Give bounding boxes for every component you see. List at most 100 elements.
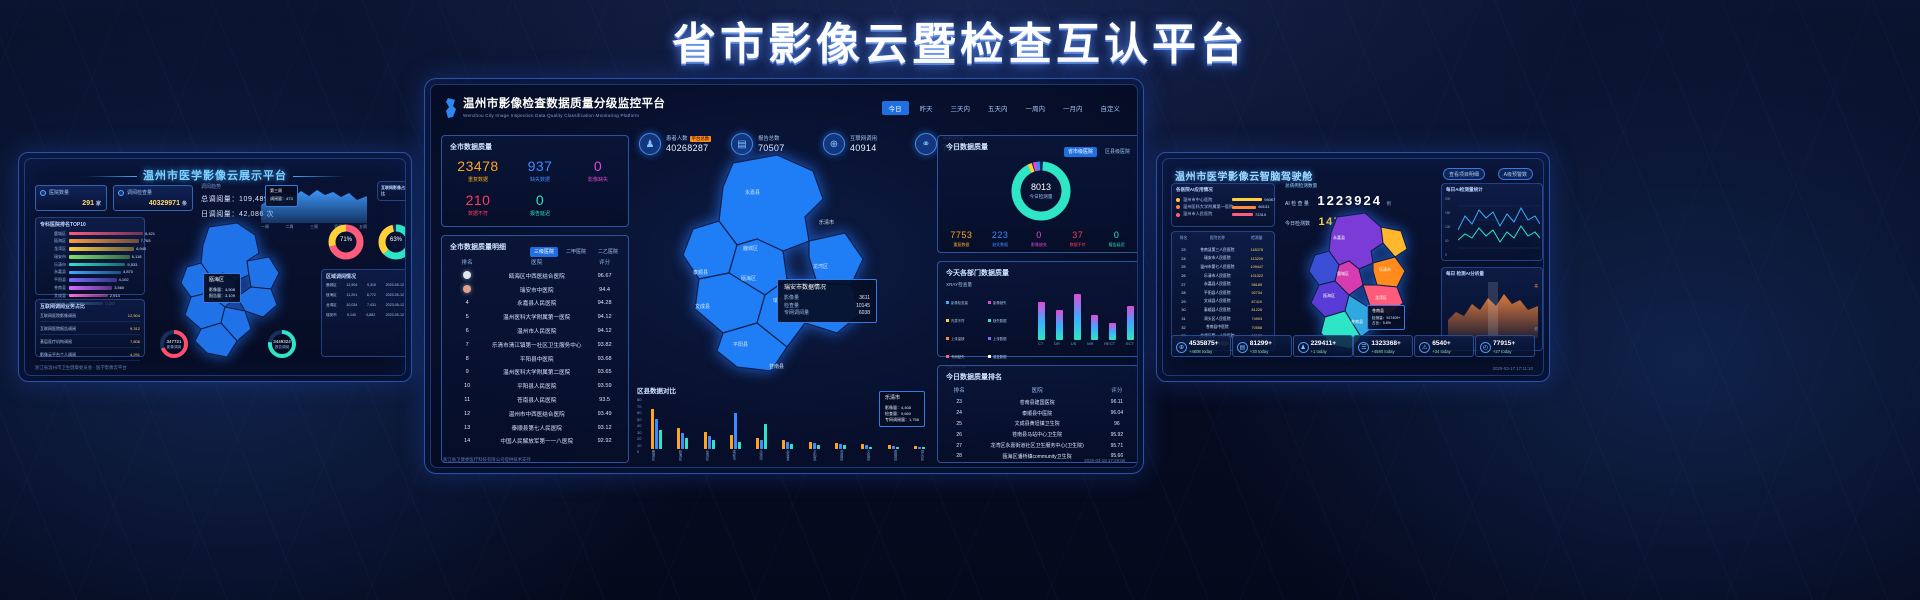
bar bbox=[865, 445, 869, 449]
bar-label: 苍南县 bbox=[54, 284, 66, 290]
today-stat-2: 0 影像缺失 bbox=[1020, 230, 1059, 248]
detail-tab-2[interactable]: 二乙医院 bbox=[597, 249, 618, 255]
cell: 12,504 bbox=[346, 283, 358, 287]
table-row[interactable]: 7 乐清市清江镇第一社区卫生服务中心 93.82 bbox=[448, 338, 622, 352]
table-row[interactable]: 13 泰顺县第七人民医院 93.12 bbox=[448, 421, 622, 435]
table-row[interactable]: 25 温州市第七人民医院 109447 bbox=[1176, 263, 1270, 272]
col-header: 医院 bbox=[1031, 388, 1043, 394]
detail-tab-0[interactable]: 三级医院 bbox=[529, 246, 558, 257]
center-map[interactable]: 永嘉县 乐清市 鹿城区 龙湾区 瓯海区 文成县 瑞安市 平阳县 苍南县 泰顺县 … bbox=[637, 145, 927, 395]
tab-1[interactable]: 昨天 bbox=[919, 106, 933, 113]
tab-0[interactable]: 今日 bbox=[881, 101, 909, 115]
table-row[interactable]: 14 中国人民解放军第一一八医院 92.92 bbox=[448, 435, 622, 449]
center-header: 温州市影像检查数据质量分级监控平台 Wenzhou City Image Ins… bbox=[463, 95, 665, 118]
table-row[interactable]: 27 龙湾区永嘉街道社区卫生服务中心(卫生院) 95.71 bbox=[944, 440, 1134, 451]
kpi-0: ⊕ 4535875+ +4608 today bbox=[1171, 335, 1231, 357]
table-row[interactable]: 11 苍南县人民医院 93.5 bbox=[448, 393, 622, 407]
donut-center-label: 今日检测量 bbox=[1029, 194, 1053, 199]
today-tab-0[interactable]: 省市级医院 bbox=[1063, 146, 1097, 157]
clock-icon: ◴ bbox=[1479, 342, 1491, 353]
bar bbox=[891, 445, 895, 449]
tooltip-key: 专网调阅量 bbox=[784, 310, 810, 316]
cell-rank: 7 bbox=[465, 341, 469, 348]
table-row[interactable]: 31 洞头区人民医院 74903 bbox=[1176, 315, 1270, 324]
left-gauge-image: 347721 影像调阅 bbox=[157, 327, 191, 366]
table-row[interactable]: 26 乐清市人民医院 101322 bbox=[1176, 272, 1270, 281]
table-row[interactable]: 25 文成县黄坦镇卫生院 96 bbox=[944, 419, 1134, 430]
left-card-business: 互联网调阅业务占比 互联网医院影像调阅 12,504 互联网医院报告调阅 9,312 基… bbox=[35, 299, 145, 361]
donut-center-value: 8013 bbox=[1030, 182, 1052, 192]
bar-fill bbox=[69, 270, 121, 275]
table-row[interactable]: 12 温州市中西医结合医院 93.49 bbox=[448, 407, 622, 421]
today-rank-title: 今日数据质量排名 bbox=[946, 374, 1002, 381]
cell-score: 95.71 bbox=[1110, 442, 1124, 449]
tab-2[interactable]: 三天内 bbox=[950, 106, 971, 113]
axis-tick: 100 bbox=[1445, 225, 1451, 229]
alert-button[interactable]: A级预警数 bbox=[1497, 168, 1533, 180]
cell-rank: 32 bbox=[1181, 325, 1186, 330]
table-row[interactable]: 10 平阳县人民医院 93.59 bbox=[448, 379, 622, 393]
detail-button[interactable]: 查看项目明细 bbox=[1442, 168, 1485, 180]
table-row[interactable]: 26 苍南县马站中心卫生院 95.92 bbox=[944, 429, 1134, 440]
hospital-icon: ⊕ bbox=[1176, 342, 1187, 353]
ai-hospital-legend: 温州市中心医院 94067 温州医科大学附属第一医院 80131 温州市人民医院… bbox=[1176, 196, 1275, 218]
detail-tab-1[interactable]: 二甲医院 bbox=[565, 249, 586, 255]
table-row[interactable]: 瑞安市中医院 94.4 bbox=[448, 283, 622, 297]
cell-hospital: 瑞安市中医院 bbox=[519, 287, 554, 294]
tab-6[interactable]: 自定义 bbox=[1100, 106, 1121, 113]
table-row[interactable]: 24 瑞安市人民医院 113209 bbox=[1176, 255, 1270, 264]
bar-fill bbox=[69, 278, 117, 282]
bar-row: 瓯海区 7,765 bbox=[40, 238, 151, 244]
today-scope-tabs[interactable]: 省市级医院 区县级医院 bbox=[1060, 140, 1134, 158]
cell-rank: 23 bbox=[956, 399, 962, 406]
table-row[interactable]: 27 永嘉县人民医院 98165 bbox=[1176, 280, 1270, 289]
axis-tick: 40 bbox=[637, 423, 642, 428]
cell-rank: 28 bbox=[956, 453, 962, 460]
today-tab-1[interactable]: 区县级医院 bbox=[1104, 149, 1130, 155]
today-stat-value: 0 bbox=[1113, 230, 1120, 240]
modality-card: 今天各部门数据质量 XRAY检查量 影像检查量 影像缺失内类不符 缺失数据上传量缺上… bbox=[937, 261, 1137, 379]
tab-4[interactable]: 一周内 bbox=[1025, 106, 1046, 113]
tooltip-value: 6038 bbox=[858, 310, 870, 316]
axis-tick: ECT bbox=[1125, 341, 1134, 346]
cell-hospital: 苍南县建国医院 bbox=[1019, 399, 1055, 406]
time-range-tabs[interactable]: 今日 昨天 三天内 五天内 一周内 一月内 自定义 bbox=[878, 98, 1128, 116]
axis-tick: US bbox=[1070, 341, 1077, 346]
bar-fill bbox=[69, 254, 130, 259]
city-detail-card: 全市数据质量明细 三级医院 二甲医院 二乙医院 排名 医院 评分 瓯海区中西医结合医院 … bbox=[441, 235, 629, 463]
biz-name: 影像云平台个人调阅 bbox=[40, 352, 76, 357]
legend-row: 温州市人民医院 72310 bbox=[1176, 211, 1270, 218]
cell-rank: 9 bbox=[465, 369, 469, 376]
map-label: 瓯海区 bbox=[1323, 293, 1335, 298]
table-row[interactable]: 23 苍南县第三人民医院 118378 bbox=[1176, 246, 1270, 255]
table-row[interactable]: 30 泰顺县人民医院 81226 bbox=[1176, 306, 1270, 315]
cell-score: 93.65 bbox=[597, 369, 612, 376]
table-row[interactable]: 28 瓯海区潘桥镇community卫生院 95.66 bbox=[944, 451, 1134, 462]
table-row[interactable]: 24 泰顺县中医院 96.04 bbox=[944, 408, 1134, 419]
table-row[interactable]: 9 温州医科大学附属第二医院 93.65 bbox=[448, 366, 622, 380]
axis-tick: 瑞安市 bbox=[731, 450, 736, 461]
table-row[interactable]: 5 温州医科大学附属第一医院 94.12 bbox=[448, 310, 622, 324]
cell-rank: 25 bbox=[956, 420, 962, 427]
tab-5[interactable]: 一月内 bbox=[1063, 106, 1083, 113]
bar bbox=[659, 430, 662, 449]
today-stat-label: 报告延迟 bbox=[1108, 242, 1125, 247]
table-row[interactable]: 瓯海区中西医结合医院 96.67 bbox=[448, 269, 622, 283]
hospital-level-tabs[interactable]: 三级医院 二甲医院 二乙医院 bbox=[526, 240, 622, 258]
table-row[interactable]: 6 温州市人民医院 94.12 bbox=[448, 324, 622, 338]
district-compare-card: 区县数据对比 80 70 60 50 40 30 20 10 0 鹿城区 瓯海区 龙湾区 瑞安市 乐清市… bbox=[637, 385, 927, 467]
table-row[interactable]: 8 平阳县中医院 93.68 bbox=[448, 352, 622, 366]
table-row[interactable]: 28 平阳县人民医院 92734 bbox=[1176, 289, 1270, 298]
axis-tick: 150 bbox=[1445, 211, 1451, 215]
bar-group bbox=[861, 444, 873, 449]
bar-value: 8,421 bbox=[145, 230, 156, 236]
table-row[interactable]: 4 永嘉县人民医院 94.28 bbox=[448, 297, 622, 311]
axis-tick: RECT bbox=[1104, 341, 1116, 346]
table-row[interactable]: 23 苍南县建国医院 96.11 bbox=[944, 397, 1134, 408]
right-map[interactable]: 永嘉县 乐清市 鹿城区 龙湾区 瓯海区 苍南县 苍南县 检测量：927409+ … bbox=[1283, 209, 1433, 351]
bar-fill bbox=[69, 262, 126, 267]
table-row[interactable]: 32 苍南县中医院 70558 bbox=[1176, 323, 1270, 332]
tab-3[interactable]: 五天内 bbox=[988, 106, 1008, 113]
table-row[interactable]: 29 文成县人民医院 87410 bbox=[1176, 298, 1270, 307]
cell-score: 95.92 bbox=[1110, 431, 1124, 438]
